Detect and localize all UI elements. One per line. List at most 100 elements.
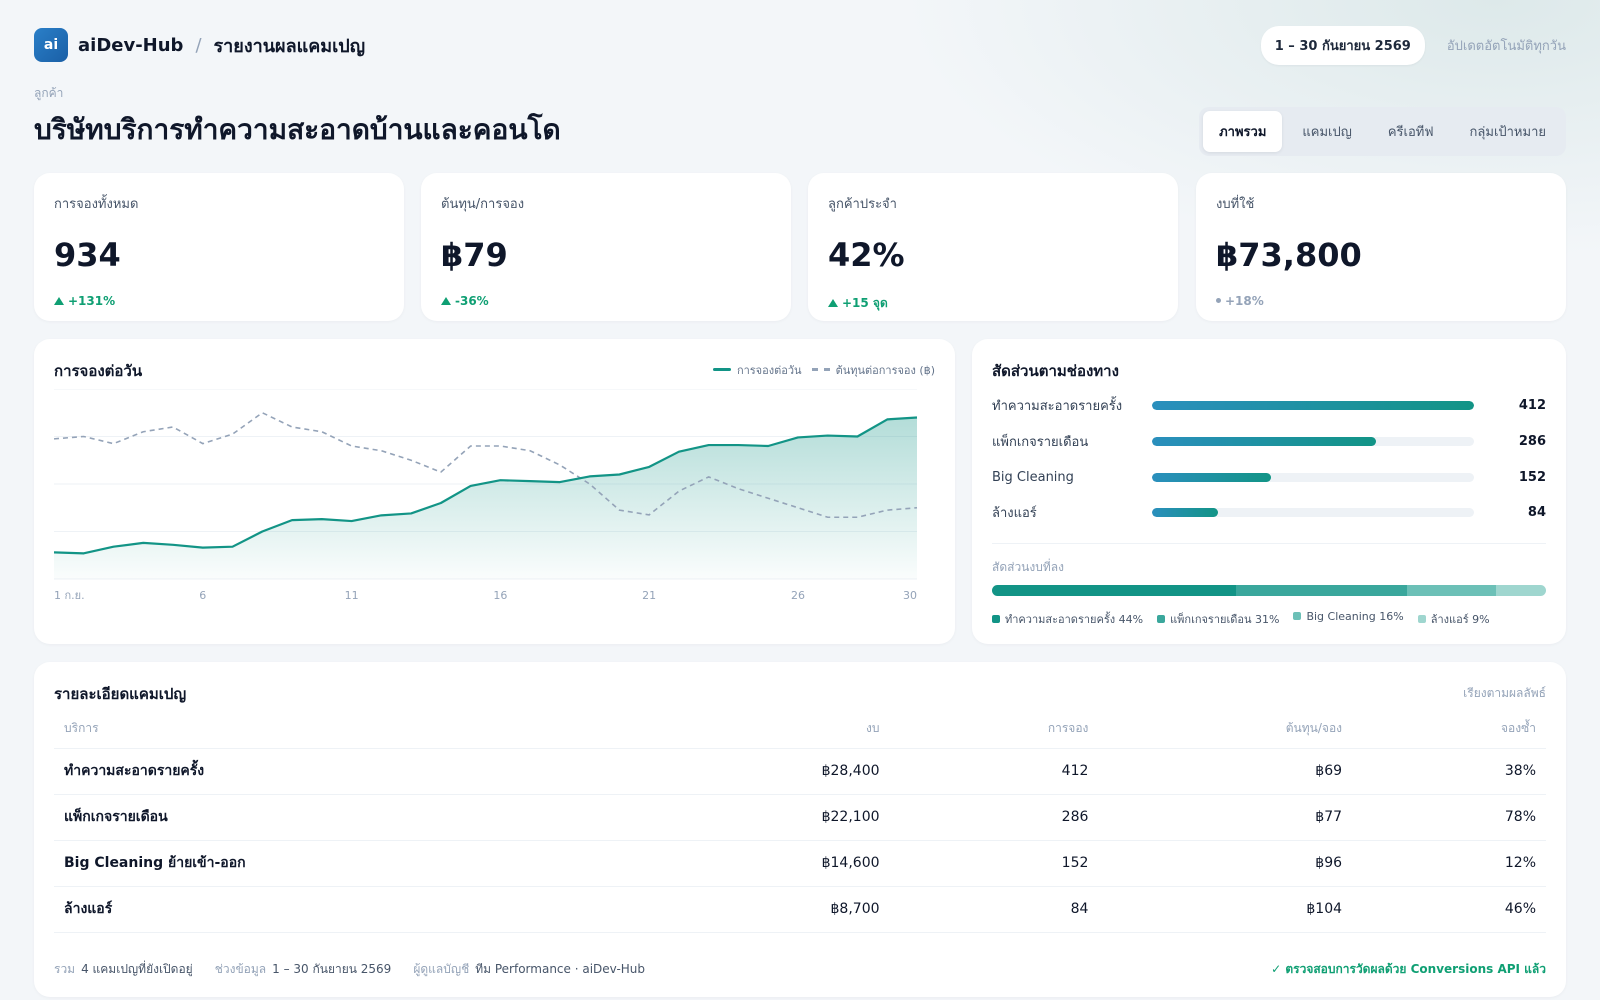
color-swatch-icon [1293, 612, 1302, 620]
column-header-budget[interactable]: งบ [740, 710, 890, 749]
channel-value: 286 [1518, 433, 1546, 449]
cell-service: ทำความสะอาดรายครั้ง [54, 748, 741, 795]
table-footer: รวม 4 แคมเปญที่ยังเปิดอยู่ ช่วงข้อมูล 1 – … [54, 960, 1546, 979]
cell-budget: ฿28,400 [740, 748, 890, 795]
table-row[interactable]: Big Cleaning ย้ายเข้า-ออก ฿14,600 152 ฿9… [54, 840, 1546, 887]
x-tick-label: 26 [791, 589, 805, 602]
channel-bar-fill [1152, 400, 1474, 410]
footer-range: ช่วงข้อมูล 1 – 30 กันยายน 2569 [214, 962, 392, 976]
cell-repeat: 46% [1352, 886, 1546, 933]
kpi-delta: +18% [1216, 294, 1546, 308]
daily-bookings-line-chart: 1 ก.ย. 6 11 16 21 26 30 [54, 389, 918, 602]
brand-logo[interactable]: ai [34, 28, 68, 62]
cell-service: แพ็กเกจรายเดือน [54, 794, 741, 841]
kpi-card-returning-customers: ลูกค้าประจำ 42% +15 จุด [808, 173, 1178, 321]
legend-item-cost: ต้นทุนต่อการจอง (฿) [811, 361, 935, 379]
column-header-service[interactable]: บริการ [54, 710, 741, 749]
table-row[interactable]: แพ็กเกจรายเดือน ฿22,100 286 ฿77 78% [54, 794, 1546, 841]
footer-manager: ผู้ดูแลบัญชี ทีม Performance · aiDev-Hub [413, 962, 646, 976]
channel-row: Big Cleaning 152 [992, 467, 1546, 487]
tab-campaigns[interactable]: แคมเปญ [1302, 125, 1352, 140]
date-range-picker[interactable]: 1 – 30 กันยายน 2569 [1260, 25, 1425, 65]
kpi-delta: +131% [54, 294, 384, 308]
kpi-delta: +15 จุด [828, 294, 1158, 313]
trend-up-icon [441, 297, 451, 305]
solid-line-icon [712, 368, 731, 371]
table-header-row: บริการ งบ การจอง ต้นทุน/จอง จองซ้ำ [54, 710, 1546, 749]
divider [992, 543, 1546, 544]
cell-bookings: 152 [889, 840, 1099, 887]
legend-item-bookings: การจองต่อวัน [712, 361, 802, 379]
cell-bookings: 84 [889, 886, 1099, 933]
channel-bar-fill [1152, 507, 1218, 517]
budget-split-segment [1407, 585, 1497, 596]
channel-row: ล้างแอร์ 84 [992, 502, 1546, 522]
tab-audiences[interactable]: กลุ่มเป้าหมาย [1469, 125, 1546, 140]
channel-label: ทำความสะอาดรายครั้ง [992, 398, 1123, 414]
channel-value: 84 [1527, 504, 1546, 520]
conversions-api-verified-badge: ✓ ตรวจสอบการวัดผลด้วย Conversions API แล… [1271, 962, 1546, 976]
tab-overview[interactable]: ภาพรวม [1203, 111, 1283, 152]
channel-bar-track [1152, 436, 1474, 446]
column-header-cost-per-booking[interactable]: ต้นทุน/จอง [1098, 710, 1353, 749]
view-tabs: ภาพรวม แคมเปญ ครีเอทีฟ กลุ่มเป้าหมาย [1199, 107, 1566, 156]
cell-bookings: 412 [889, 748, 1099, 795]
budget-split-segment [1496, 585, 1546, 596]
top-right-controls: 1 – 30 กันยายน 2569 อัปเดตอัตโนมัติทุกวั… [1260, 25, 1566, 65]
cell-budget: ฿14,600 [740, 840, 890, 887]
x-tick-label: 21 [642, 589, 656, 602]
campaign-table: บริการ งบ การจอง ต้นทุน/จอง จองซ้ำ ทำควา… [54, 710, 1546, 933]
kpi-card-budget-spent: งบที่ใช้ ฿73,800 +18% [1196, 173, 1566, 321]
cost-per-booking-line [54, 411, 918, 519]
brand-name[interactable]: aiDev-Hub [78, 34, 184, 56]
color-swatch-icon [1157, 615, 1166, 623]
trend-up-icon [54, 297, 64, 305]
tab-creatives[interactable]: ครีเอทีฟ [1387, 125, 1434, 140]
color-swatch-icon [1417, 615, 1426, 623]
kpi-label: งบที่ใช้ [1216, 197, 1255, 212]
cell-repeat: 12% [1352, 840, 1546, 887]
channel-row: ทำความสะอาดรายครั้ง 412 [992, 395, 1546, 415]
cell-repeat: 38% [1352, 748, 1546, 795]
kpi-card-total-bookings: การจองทั้งหมด 934 +131% [34, 173, 404, 321]
split-legend-item: ทำความสะอาดรายครั้ง 44% [992, 610, 1143, 628]
split-legend-item: ล้างแอร์ 9% [1417, 610, 1490, 628]
channel-row: แพ็กเกจรายเดือน 286 [992, 431, 1546, 451]
cell-repeat: 78% [1352, 794, 1546, 841]
table-row[interactable]: ทำความสะอาดรายครั้ง ฿28,400 412 ฿69 38% [54, 748, 1546, 795]
breadcrumb-current-page: รายงานผลแคมเปญ [213, 35, 366, 57]
column-header-bookings[interactable]: การจอง [889, 710, 1099, 749]
channel-label: แพ็กเกจรายเดือน [992, 434, 1089, 450]
channel-value: 412 [1518, 397, 1546, 413]
channel-share-card: สัดส่วนตามช่องทาง ทำความสะอาดรายครั้ง 41… [972, 339, 1566, 644]
chart-title: การจองต่อวัน [54, 362, 143, 380]
bookings-area [54, 417, 917, 579]
top-bar: ai aiDev-Hub / รายงานผลแคมเปญ 1 – 30 กัน… [34, 25, 1566, 65]
kpi-label: ลูกค้าประจำ [828, 197, 897, 212]
cell-service: Big Cleaning ย้ายเข้า-ออก [54, 840, 741, 887]
cell-cost-per-booking: ฿69 [1098, 748, 1353, 795]
budget-split-segment [1235, 585, 1408, 596]
budget-split-bar [992, 585, 1546, 596]
table-row[interactable]: ล้างแอร์ ฿8,700 84 ฿104 46% [54, 886, 1546, 933]
bookings-line [54, 416, 918, 555]
channel-bar-fill [1152, 436, 1376, 446]
x-tick-label: 1 ก.ย. [54, 589, 85, 602]
kpi-value: 934 [54, 236, 121, 274]
x-tick-label: 11 [345, 589, 359, 602]
cell-bookings: 286 [889, 794, 1099, 841]
x-tick-label: 30 [903, 589, 917, 602]
channel-bar-track [1152, 400, 1474, 410]
channel-label: ล้างแอร์ [992, 505, 1037, 521]
table-title: รายละเอียดแคมเปญ [54, 685, 187, 703]
cell-cost-per-booking: ฿77 [1098, 794, 1353, 841]
chart-legend: การจองต่อวัน ต้นทุนต่อการจอง (฿) [712, 361, 935, 379]
channel-label: Big Cleaning [992, 469, 1074, 485]
column-header-repeat[interactable]: จองซ้ำ [1352, 710, 1546, 749]
cell-cost-per-booking: ฿96 [1098, 840, 1353, 887]
cell-budget: ฿22,100 [740, 794, 890, 841]
sort-control[interactable]: เรียงตามผลลัพธ์ [1463, 686, 1546, 700]
budget-split-segment [992, 585, 1236, 596]
channel-bar-track [1152, 472, 1474, 482]
kpi-label: ต้นทุน/การจอง [441, 197, 525, 212]
